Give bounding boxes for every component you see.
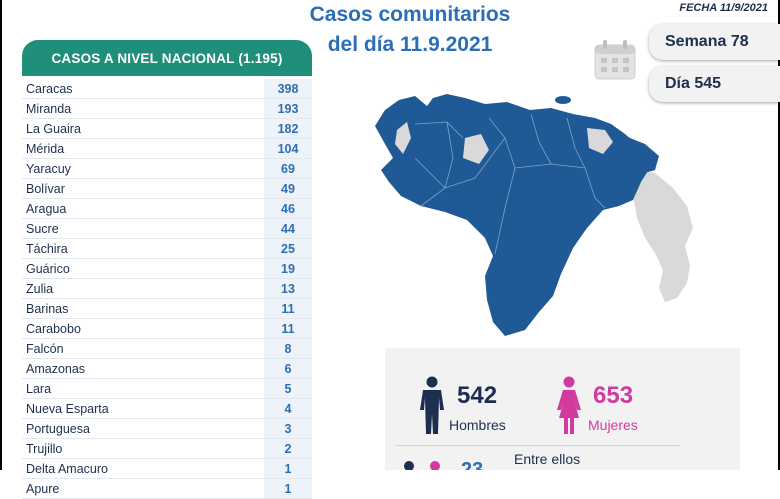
table-row: Portuguesa 3: [22, 419, 312, 439]
table-row: Bolívar 49: [22, 179, 312, 199]
state-case-count: 13: [264, 279, 312, 298]
table-row: Apure 1: [22, 479, 312, 499]
woman-icon: [557, 376, 581, 434]
date-label: FECHA 11/9/2021: [679, 2, 768, 14]
entre-ellos-label: Entre ellos: [514, 451, 581, 467]
state-case-count: 46: [264, 199, 312, 218]
woman-small-icon: [430, 461, 440, 470]
state-case-count: 1: [264, 459, 312, 478]
table-row: La Guaira 182: [22, 119, 312, 139]
state-case-count: 104: [264, 139, 312, 158]
state-case-count: 398: [264, 79, 312, 98]
title-line-1: Casos comunitarios: [309, 3, 511, 26]
table-row: Amazonas 6: [22, 359, 312, 379]
men-count: 542: [457, 382, 498, 409]
table-row: Nueva Esparta 4: [22, 399, 312, 419]
state-case-count: 69: [264, 159, 312, 178]
state-case-count: 4: [264, 399, 312, 418]
map-region-monagas: [587, 128, 613, 154]
gender-divider: [395, 445, 680, 446]
state-case-count: 19: [264, 259, 312, 278]
table-row: Lara 5: [22, 379, 312, 399]
women-label: Mujeres: [588, 417, 638, 433]
state-name: Apure: [26, 481, 60, 496]
man-small-icon: [404, 461, 414, 470]
men-label: Hombres: [449, 417, 506, 433]
map-region-nueva-esparta: [555, 96, 571, 104]
state-name: Caracas: [26, 81, 73, 96]
title-line-2: del día 11.9.2021: [327, 33, 493, 56]
man-icon: [420, 376, 444, 434]
state-name: Sucre: [26, 221, 59, 236]
state-case-count: 11: [264, 319, 312, 338]
state-name: Nueva Esparta: [26, 401, 109, 416]
page-title: Casos comunitarios del día 11.9.2021: [240, 0, 580, 60]
table-row: Aragua 46: [22, 199, 312, 219]
state-case-count: 11: [264, 299, 312, 318]
table-title: CASOS A NIVEL NACIONAL (1.195): [22, 40, 312, 76]
map-region-guayana-esequiba: [633, 170, 693, 302]
table-row: Sucre 44: [22, 219, 312, 239]
map-region-zulia-lake: [395, 122, 411, 154]
table-row: Guárico 19: [22, 259, 312, 279]
table-row: Falcón 8: [22, 339, 312, 359]
map-mainland: [375, 94, 651, 336]
map-region-delta-amacuro: [625, 136, 659, 174]
table-row: Miranda 193: [22, 99, 312, 119]
table-row: Carabobo 11: [22, 319, 312, 339]
state-case-count: 49: [264, 179, 312, 198]
partial-count: 23: [461, 460, 483, 470]
table-row: Trujillo 2: [22, 439, 312, 459]
venezuela-map: [375, 94, 693, 336]
table-row: Yaracuy 69: [22, 159, 312, 179]
table-row: Zulia 13: [22, 279, 312, 299]
state-name: Mérida: [26, 141, 65, 156]
state-name: Portuguesa: [26, 421, 90, 436]
table-row: Delta Amacuro 1: [22, 459, 312, 479]
calendar-icon: [594, 40, 636, 80]
state-name: Yaracuy: [26, 161, 71, 176]
state-case-count: 25: [264, 239, 312, 258]
gender-panel: 542 Hombres 653 Mujeres 23: [385, 348, 740, 470]
state-name: Falcón: [26, 341, 64, 356]
state-name: Zulia: [26, 281, 54, 296]
table-row: Mérida 104: [22, 139, 312, 159]
cases-table: Caracas 398 Miranda 193 La Guaira 182 Mérida 10…: [22, 79, 312, 499]
state-name: Aragua: [26, 201, 67, 216]
map-region-lara: [463, 134, 489, 164]
state-name: Guárico: [26, 261, 70, 276]
frame-left-border: [0, 0, 2, 470]
state-name: Delta Amacuro: [26, 461, 108, 476]
state-case-count: 5: [264, 379, 312, 398]
state-case-count: 193: [264, 99, 312, 118]
day-badge: Día 545: [649, 66, 780, 102]
state-name: Lara: [26, 381, 52, 396]
state-name: Bolívar: [26, 181, 65, 196]
state-case-count: 3: [264, 419, 312, 438]
week-badge: Semana 78: [649, 24, 780, 60]
frame-right-border: [778, 0, 780, 470]
state-case-count: 6: [264, 359, 312, 378]
state-case-count: 2: [264, 439, 312, 458]
state-name: Amazonas: [26, 361, 86, 376]
state-case-count: 44: [264, 219, 312, 238]
state-case-count: 1: [264, 479, 312, 498]
table-row: Táchira 25: [22, 239, 312, 259]
women-count: 653: [593, 382, 634, 409]
state-name: Barinas: [26, 301, 69, 316]
state-name: Trujillo: [26, 441, 63, 456]
table-row: Caracas 398: [22, 79, 312, 99]
table-row: Barinas 11: [22, 299, 312, 319]
state-case-count: 182: [264, 119, 312, 138]
state-name: Táchira: [26, 241, 68, 256]
state-case-count: 8: [264, 339, 312, 358]
state-name: Carabobo: [26, 321, 81, 336]
state-name: Miranda: [26, 101, 72, 116]
state-name: La Guaira: [26, 121, 81, 136]
